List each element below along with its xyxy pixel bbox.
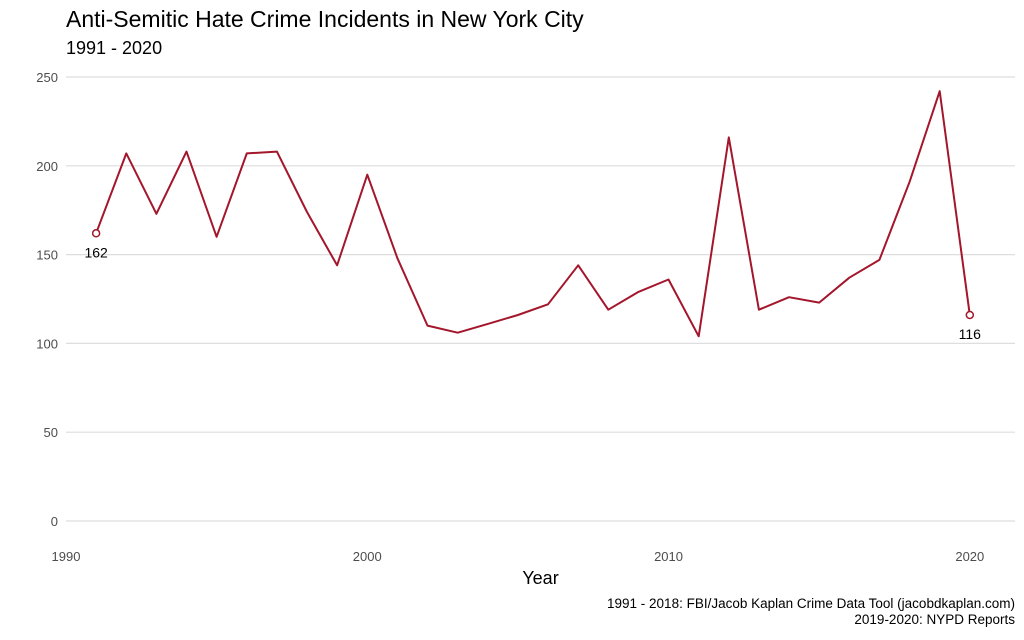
x-tick-label-2020: 2020 [955,549,984,564]
data-label-1991: 162 [84,244,108,260]
data-point-1991 [91,229,101,238]
caption-line-1: 1991 - 2018: FBI/Jacob Kaplan Crime Data… [607,596,1015,611]
data-point-2020 [965,310,975,320]
chart-title: Anti-Semitic Hate Crime Incidents in New… [66,6,584,32]
data-label-2020: 116 [959,326,982,342]
x-axis-title: Year [522,568,558,588]
y-tick-label-50: 50 [44,425,58,440]
x-tick-label-2000: 2000 [353,549,382,564]
x-tick-label-1990: 1990 [52,549,81,564]
caption-line-2: 2019-2020: NYPD Reports [854,612,1015,627]
source-caption: 1991 - 2018: FBI/Jacob Kaplan Crime Data… [607,596,1015,628]
x-tick-label-2010: 2010 [654,549,683,564]
series-line [95,90,971,338]
chart-subtitle: 1991 - 2020 [66,38,163,58]
y-tick-label-250: 250 [36,70,58,85]
y-tick-label-0: 0 [51,514,58,529]
y-tick-label-100: 100 [36,336,58,351]
y-tick-label-150: 150 [36,248,58,263]
y-tick-label-200: 200 [36,159,58,174]
